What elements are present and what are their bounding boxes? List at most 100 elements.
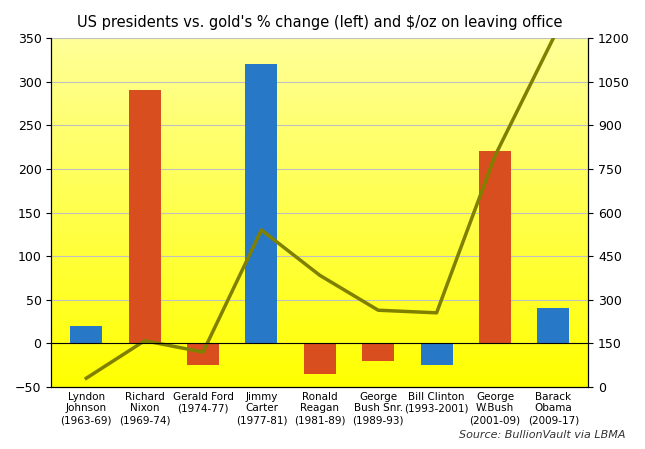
Bar <box>362 343 394 361</box>
Bar <box>51 164 588 167</box>
Bar <box>51 48 588 52</box>
Bar <box>51 366 588 370</box>
Bar <box>51 356 588 359</box>
Bar <box>51 352 588 356</box>
Bar <box>51 195 588 198</box>
Bar <box>51 115 588 119</box>
Bar <box>51 241 588 244</box>
Bar <box>51 185 588 188</box>
Bar <box>51 206 588 209</box>
Bar <box>51 324 588 328</box>
Bar <box>51 373 588 377</box>
Bar <box>51 237 588 241</box>
Bar <box>51 279 588 282</box>
Bar <box>245 64 277 343</box>
Bar <box>51 80 588 84</box>
Bar <box>51 265 588 269</box>
Bar <box>51 209 588 212</box>
Bar <box>51 90 588 94</box>
Bar <box>51 317 588 321</box>
Bar <box>421 343 453 365</box>
Bar <box>51 104 588 108</box>
Bar <box>51 122 588 125</box>
Bar <box>51 293 588 296</box>
Bar <box>51 52 588 56</box>
Bar <box>51 97 588 101</box>
Bar <box>51 348 588 352</box>
Bar <box>51 258 588 261</box>
Bar <box>51 244 588 247</box>
Bar <box>51 247 588 251</box>
Bar <box>51 125 588 129</box>
Bar <box>51 303 588 307</box>
Bar <box>51 160 588 164</box>
Bar <box>537 308 570 343</box>
Bar <box>51 338 588 342</box>
Bar <box>51 331 588 335</box>
Bar <box>51 198 588 202</box>
Bar <box>51 73 588 76</box>
Bar <box>51 226 588 230</box>
Bar <box>51 289 588 293</box>
Bar <box>51 178 588 181</box>
Bar <box>51 300 588 303</box>
Bar <box>51 76 588 80</box>
Bar <box>51 181 588 185</box>
Bar <box>51 359 588 362</box>
Bar <box>51 132 588 136</box>
Bar <box>51 94 588 97</box>
Bar <box>51 66 588 70</box>
Bar <box>51 42 588 45</box>
Bar <box>51 62 588 66</box>
Bar <box>51 146 588 150</box>
Bar <box>51 282 588 286</box>
Bar <box>51 212 588 216</box>
Bar <box>51 174 588 178</box>
Bar <box>51 87 588 90</box>
Bar <box>51 335 588 338</box>
Bar <box>51 45 588 48</box>
Bar <box>51 171 588 174</box>
Bar <box>51 286 588 289</box>
Bar <box>187 343 219 365</box>
Bar <box>51 251 588 255</box>
Text: Source: BullionVault via LBMA: Source: BullionVault via LBMA <box>459 430 626 440</box>
Bar <box>51 230 588 233</box>
Bar <box>51 59 588 62</box>
Bar <box>479 151 511 343</box>
Bar <box>51 216 588 220</box>
Bar <box>51 296 588 300</box>
Bar <box>51 84 588 87</box>
Bar <box>51 377 588 380</box>
Bar <box>51 255 588 258</box>
Bar <box>51 129 588 132</box>
Bar <box>51 108 588 111</box>
Bar <box>51 167 588 171</box>
Bar <box>51 119 588 122</box>
Bar <box>51 272 588 275</box>
Bar <box>51 101 588 104</box>
Bar <box>51 223 588 226</box>
Bar <box>51 192 588 195</box>
Bar <box>51 321 588 324</box>
Bar <box>51 111 588 115</box>
Title: US presidents vs. gold's % change (left) and $/oz on leaving office: US presidents vs. gold's % change (left)… <box>77 15 562 30</box>
Bar <box>304 343 336 374</box>
Bar <box>51 139 588 143</box>
Bar <box>51 70 588 73</box>
Bar <box>51 345 588 348</box>
Bar <box>51 153 588 157</box>
Bar <box>51 307 588 310</box>
Bar <box>51 233 588 237</box>
Bar <box>128 90 161 343</box>
Bar <box>51 157 588 160</box>
Bar <box>51 56 588 59</box>
Bar <box>51 38 588 42</box>
Bar <box>51 143 588 146</box>
Bar <box>51 328 588 331</box>
Bar <box>51 380 588 383</box>
Bar <box>51 269 588 272</box>
Bar <box>70 326 103 343</box>
Bar <box>51 383 588 387</box>
Bar <box>51 310 588 314</box>
